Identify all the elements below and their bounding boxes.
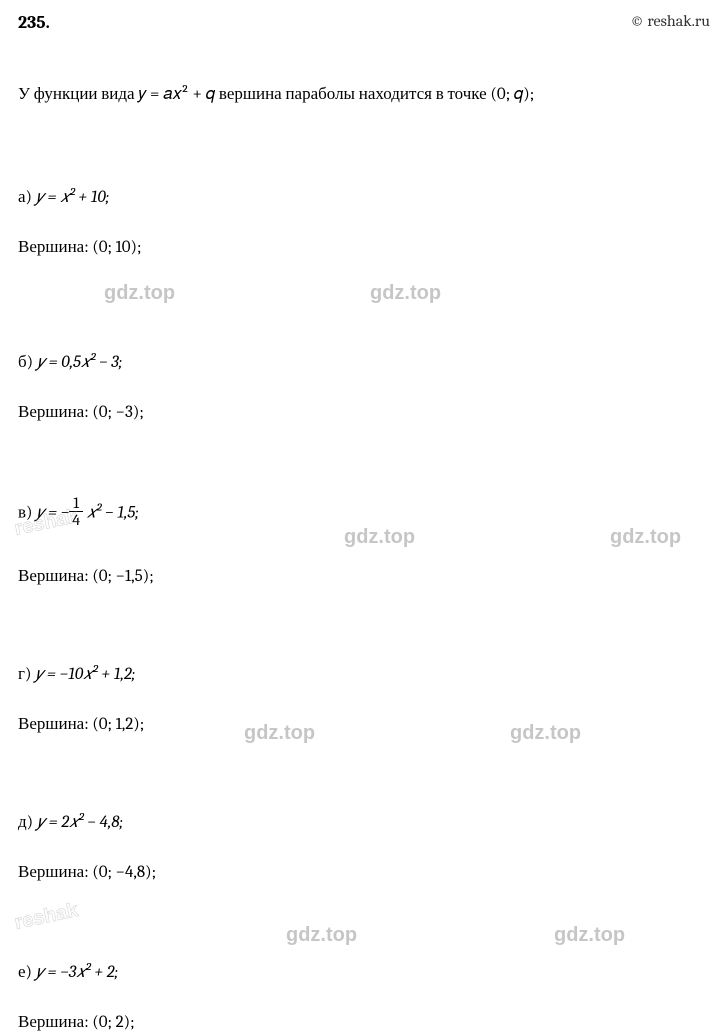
equation-c: в) 𝑦 = −14 𝑥² − 1,5; (18, 497, 710, 530)
label-f: е) (18, 963, 36, 982)
section-f: е) 𝑦 = −3𝑥² + 2; Вершина: (0; 2); (0, 962, 728, 1032)
label-b: б) (18, 353, 37, 372)
section-c: в) 𝑦 = −14 𝑥² − 1,5; Вершина: (0; −1,5); (0, 497, 728, 586)
eq-b-text: 𝑦 = 0,5𝑥² − 3; (37, 353, 122, 372)
problem-number: 235. (18, 12, 50, 33)
eq-a-text: 𝑦 = 𝑥² + 10; (36, 188, 110, 207)
section-e: д) 𝑦 = 2𝑥² − 4,8; Вершина: (0; −4,8); (0, 812, 728, 882)
vertex-a: Вершина: (0; 10); (18, 237, 710, 257)
section-d: г) 𝑦 = −10𝑥² + 1,2; Вершина: (0; 1,2); (0, 664, 728, 734)
eq-c-prefix: 𝑦 = − (36, 503, 69, 522)
section-a: а) 𝑦 = 𝑥² + 10; Вершина: (0; 10); (0, 187, 728, 257)
watermark-gdz: gdz.top (104, 282, 175, 305)
eq-f-text: 𝑦 = −3𝑥² + 2; (36, 963, 118, 982)
intro-text: У функции вида 𝑦 = 𝑎𝑥² + 𝑞 вершина параб… (0, 33, 728, 107)
eq-d-text: 𝑦 = −10𝑥² + 1,2; (35, 665, 135, 684)
watermark-reshak: reshak (8, 886, 98, 936)
equation-e: д) 𝑦 = 2𝑥² − 4,8; (18, 812, 710, 834)
section-b: б) 𝑦 = 0,5𝑥² − 3; Вершина: (0; −3); (0, 352, 728, 422)
equation-f: е) 𝑦 = −3𝑥² + 2; (18, 962, 710, 984)
label-c: в) (18, 503, 36, 522)
frac-den: 4 (69, 511, 83, 528)
vertex-e: Вершина: (0; −4,8); (18, 862, 710, 882)
watermark-gdz: gdz.top (554, 924, 625, 947)
fraction-c: 14 (69, 495, 83, 528)
label-d: г) (18, 665, 35, 684)
watermark-gdz: gdz.top (370, 282, 441, 305)
equation-d: г) 𝑦 = −10𝑥² + 1,2; (18, 664, 710, 686)
label-e: д) (18, 813, 37, 832)
equation-b: б) 𝑦 = 0,5𝑥² − 3; (18, 352, 710, 374)
frac-num: 1 (69, 495, 83, 511)
svg-text:reshak: reshak (12, 899, 81, 934)
equation-a: а) 𝑦 = 𝑥² + 10; (18, 187, 710, 209)
eq-c-suffix: 𝑥² − 1,5; (87, 503, 139, 522)
eq-e-text: 𝑦 = 2𝑥² − 4,8; (37, 813, 123, 832)
vertex-f: Вершина: (0; 2); (18, 1012, 710, 1032)
copyright-text: © reshak.ru (630, 12, 710, 33)
watermark-gdz: gdz.top (286, 924, 357, 947)
vertex-b: Вершина: (0; −3); (18, 402, 710, 422)
vertex-c: Вершина: (0; −1,5); (18, 566, 710, 586)
vertex-d: Вершина: (0; 1,2); (18, 714, 710, 734)
label-a: а) (18, 188, 36, 207)
